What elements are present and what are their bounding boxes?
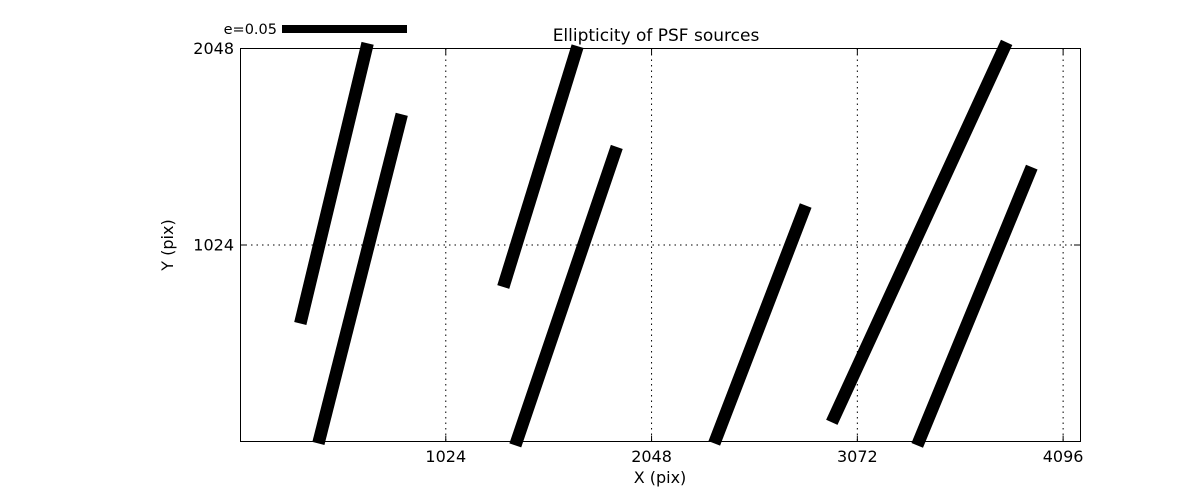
x-tick-labels: 1024 2048 3072 4096	[425, 447, 1083, 466]
chart-title: Ellipticity of PSF sources	[553, 26, 760, 46]
ellipticity-stick	[911, 164, 1038, 448]
ellipticity-stick	[708, 203, 812, 446]
tick-marks	[240, 48, 1080, 442]
ellipticity-stick	[509, 144, 623, 448]
y-tick-labels: 1024 2048	[193, 39, 234, 255]
y-axis-label: Y (pix)	[158, 219, 177, 271]
y-tick-label: 1024	[193, 236, 234, 255]
y-tick-label: 2048	[193, 39, 234, 58]
gridlines	[240, 48, 1080, 442]
x-tick-label: 2048	[631, 447, 672, 466]
ellipticity-stick	[294, 41, 374, 325]
whisker-segments	[294, 39, 1038, 448]
legend-key-bar	[282, 25, 407, 33]
x-tick-label: 4096	[1043, 447, 1084, 466]
x-tick-label: 1024	[425, 447, 466, 466]
legend-label: e=0.05	[224, 22, 277, 38]
x-axis-label: X (pix)	[634, 468, 687, 487]
ellipticity-stick	[312, 112, 408, 445]
ellipticity-stick	[497, 44, 584, 289]
x-tick-label: 3072	[837, 447, 878, 466]
ellipticity-stick	[826, 39, 1013, 425]
